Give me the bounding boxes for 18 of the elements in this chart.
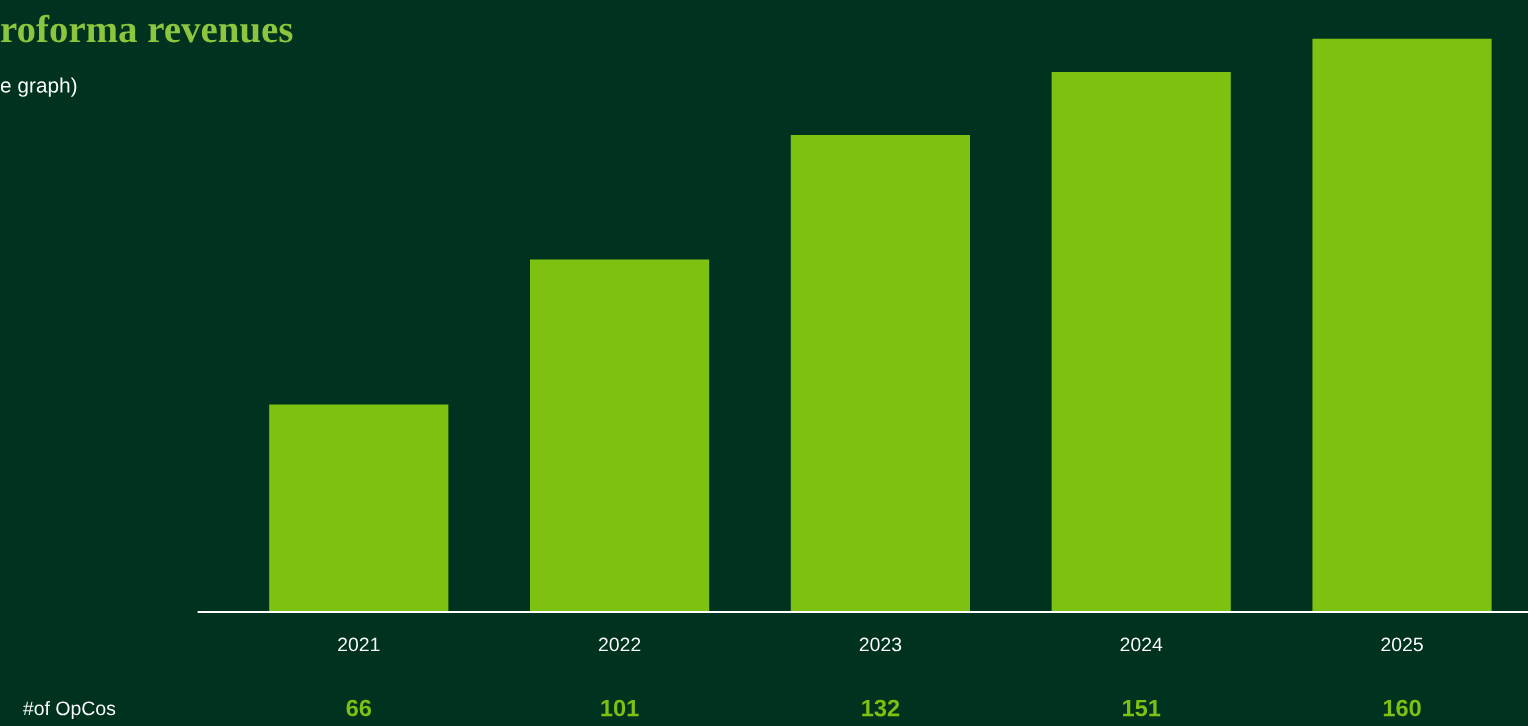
x-tick-label: 2024 <box>1120 637 1163 652</box>
bar <box>1312 38 1492 613</box>
bar <box>269 404 449 613</box>
bar <box>790 135 970 613</box>
bar <box>1051 72 1231 613</box>
text: #of OpCos <box>23 700 116 720</box>
chart-title: roforma revenues <box>1 14 293 43</box>
x-tick-label: 2023 <box>859 637 902 652</box>
x-tick-label: 2022 <box>598 637 641 652</box>
bar <box>530 259 710 613</box>
x-tick-label: 2021 <box>338 637 380 652</box>
text: e graph) <box>0 77 77 97</box>
x-tick-label: 2025 <box>1381 637 1423 652</box>
text: 151 <box>1123 699 1161 717</box>
text: 66 <box>346 699 372 717</box>
text: 132 <box>862 699 900 717</box>
text: 160 <box>1383 699 1421 717</box>
text: 101 <box>601 699 639 717</box>
